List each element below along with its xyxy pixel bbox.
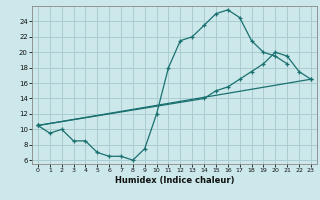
X-axis label: Humidex (Indice chaleur): Humidex (Indice chaleur) bbox=[115, 176, 234, 185]
